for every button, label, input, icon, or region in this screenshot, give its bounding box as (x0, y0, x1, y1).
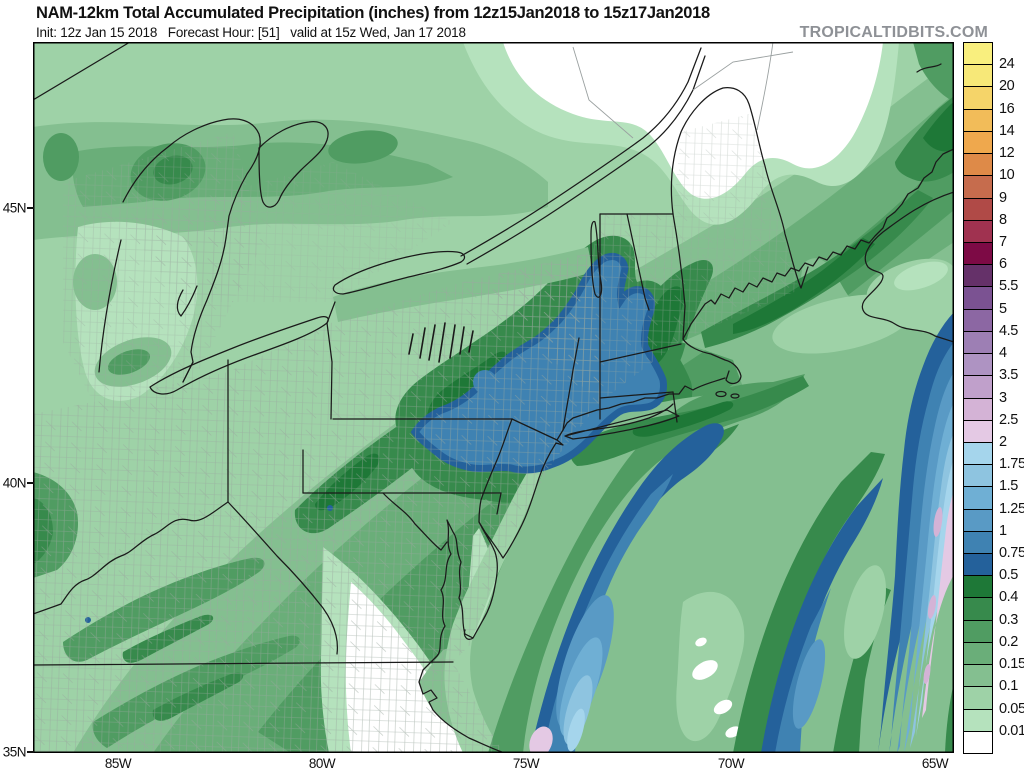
lon-label: 85W (104, 756, 132, 771)
legend-tick-label: 1.75 (999, 456, 1024, 473)
legend-tick-label: 2 (999, 433, 1007, 450)
legend-cell (963, 597, 993, 621)
legend-tick-label: 1 (999, 522, 1007, 539)
legend-cell (963, 197, 993, 221)
legend-tick-label: 2.5 (999, 411, 1018, 428)
legend-tick-label: 5 (999, 300, 1007, 317)
legend-tick-label: 0.75 (999, 545, 1024, 562)
legend-tick-label: 0.3 (999, 611, 1018, 628)
legend-tick-label: 1.5 (999, 478, 1018, 495)
legend-cell (963, 441, 993, 466)
map-title: NAM-12km Total Accumulated Precipitation… (36, 4, 710, 22)
legend-tick-label: 4.5 (999, 322, 1018, 339)
lon-label: 70W (717, 756, 745, 771)
legend-cell (963, 686, 993, 710)
legend-tick-label: 0.05 (999, 700, 1024, 717)
legend-tick-label: 1.25 (999, 500, 1024, 517)
legend-cell (963, 64, 993, 88)
lat-tick (27, 482, 34, 484)
legend-cell (963, 530, 993, 555)
legend-tick-label: 6 (999, 256, 1007, 273)
legend-tick-label: 0.01 (999, 722, 1024, 739)
precip-map-canvas (33, 42, 954, 753)
lat-label: 45N (2, 200, 27, 216)
legend-tick-label: 3 (999, 389, 1007, 406)
legend-tick-label: 10 (999, 167, 1015, 184)
legend-cell (963, 419, 993, 443)
province-borders (572, 42, 794, 139)
legend-cell (963, 219, 993, 243)
legend-cell (963, 708, 993, 732)
map-frame (33, 42, 954, 753)
legend-tick-label: 20 (999, 78, 1015, 95)
legend-cell (963, 308, 993, 332)
legend-cell (963, 286, 993, 310)
lat-label: 35N (2, 744, 27, 760)
legend-tick-label: 9 (999, 189, 1007, 206)
legend-tick-label: 7 (999, 233, 1007, 250)
legend-cell (963, 641, 993, 666)
legend-cell (963, 42, 993, 66)
legend-tick-label: 0.2 (999, 633, 1018, 650)
legend-tick-label: 0.15 (999, 656, 1024, 673)
legend-cell (963, 664, 993, 688)
watermark: TROPICALTIDBITS.COM (799, 24, 988, 41)
legend-tick-label: 16 (999, 100, 1015, 117)
lon-label: 80W (308, 756, 336, 771)
legend-cell (963, 108, 993, 132)
legend-tick-label: 3.5 (999, 367, 1018, 384)
legend-cell (963, 153, 993, 177)
county-borders (33, 114, 799, 753)
legend-cell (963, 175, 993, 199)
legend-cell (963, 375, 993, 399)
legend-cell (963, 86, 993, 110)
legend-cell (963, 575, 993, 599)
legend-cell (963, 619, 993, 643)
legend-cell (963, 130, 993, 155)
legend-cell (963, 486, 993, 510)
coastlines-borders (33, 42, 954, 753)
legend-cell (963, 353, 993, 377)
legend-cell (963, 508, 993, 532)
lon-label: 65W (921, 756, 949, 771)
legend-cell (963, 464, 993, 488)
legend-cell (963, 330, 993, 355)
legend-tick-label: 4 (999, 345, 1007, 362)
legend-tick-label: 14 (999, 122, 1015, 139)
legend-cell (963, 264, 993, 288)
init-forecast-info: Init: 12z Jan 15 2018 Forecast Hour: [51… (36, 25, 466, 40)
legend-tick-label: 8 (999, 211, 1007, 228)
legend-cell (963, 397, 993, 421)
legend-tick-label: 0.5 (999, 567, 1018, 584)
legend-tick-label: 0.4 (999, 589, 1018, 606)
legend-tick-label: 5.5 (999, 278, 1018, 295)
legend-cell (963, 241, 993, 266)
lat-tick (27, 751, 34, 753)
legend-tick-label: 24 (999, 56, 1015, 73)
lat-tick (27, 207, 34, 209)
lon-label: 75W (512, 756, 540, 771)
legend-cell (963, 730, 993, 754)
legend-cell (963, 553, 993, 577)
lat-label: 40N (2, 475, 27, 491)
legend-tick-label: 12 (999, 145, 1015, 162)
legend-tick-label: 0.1 (999, 678, 1018, 695)
